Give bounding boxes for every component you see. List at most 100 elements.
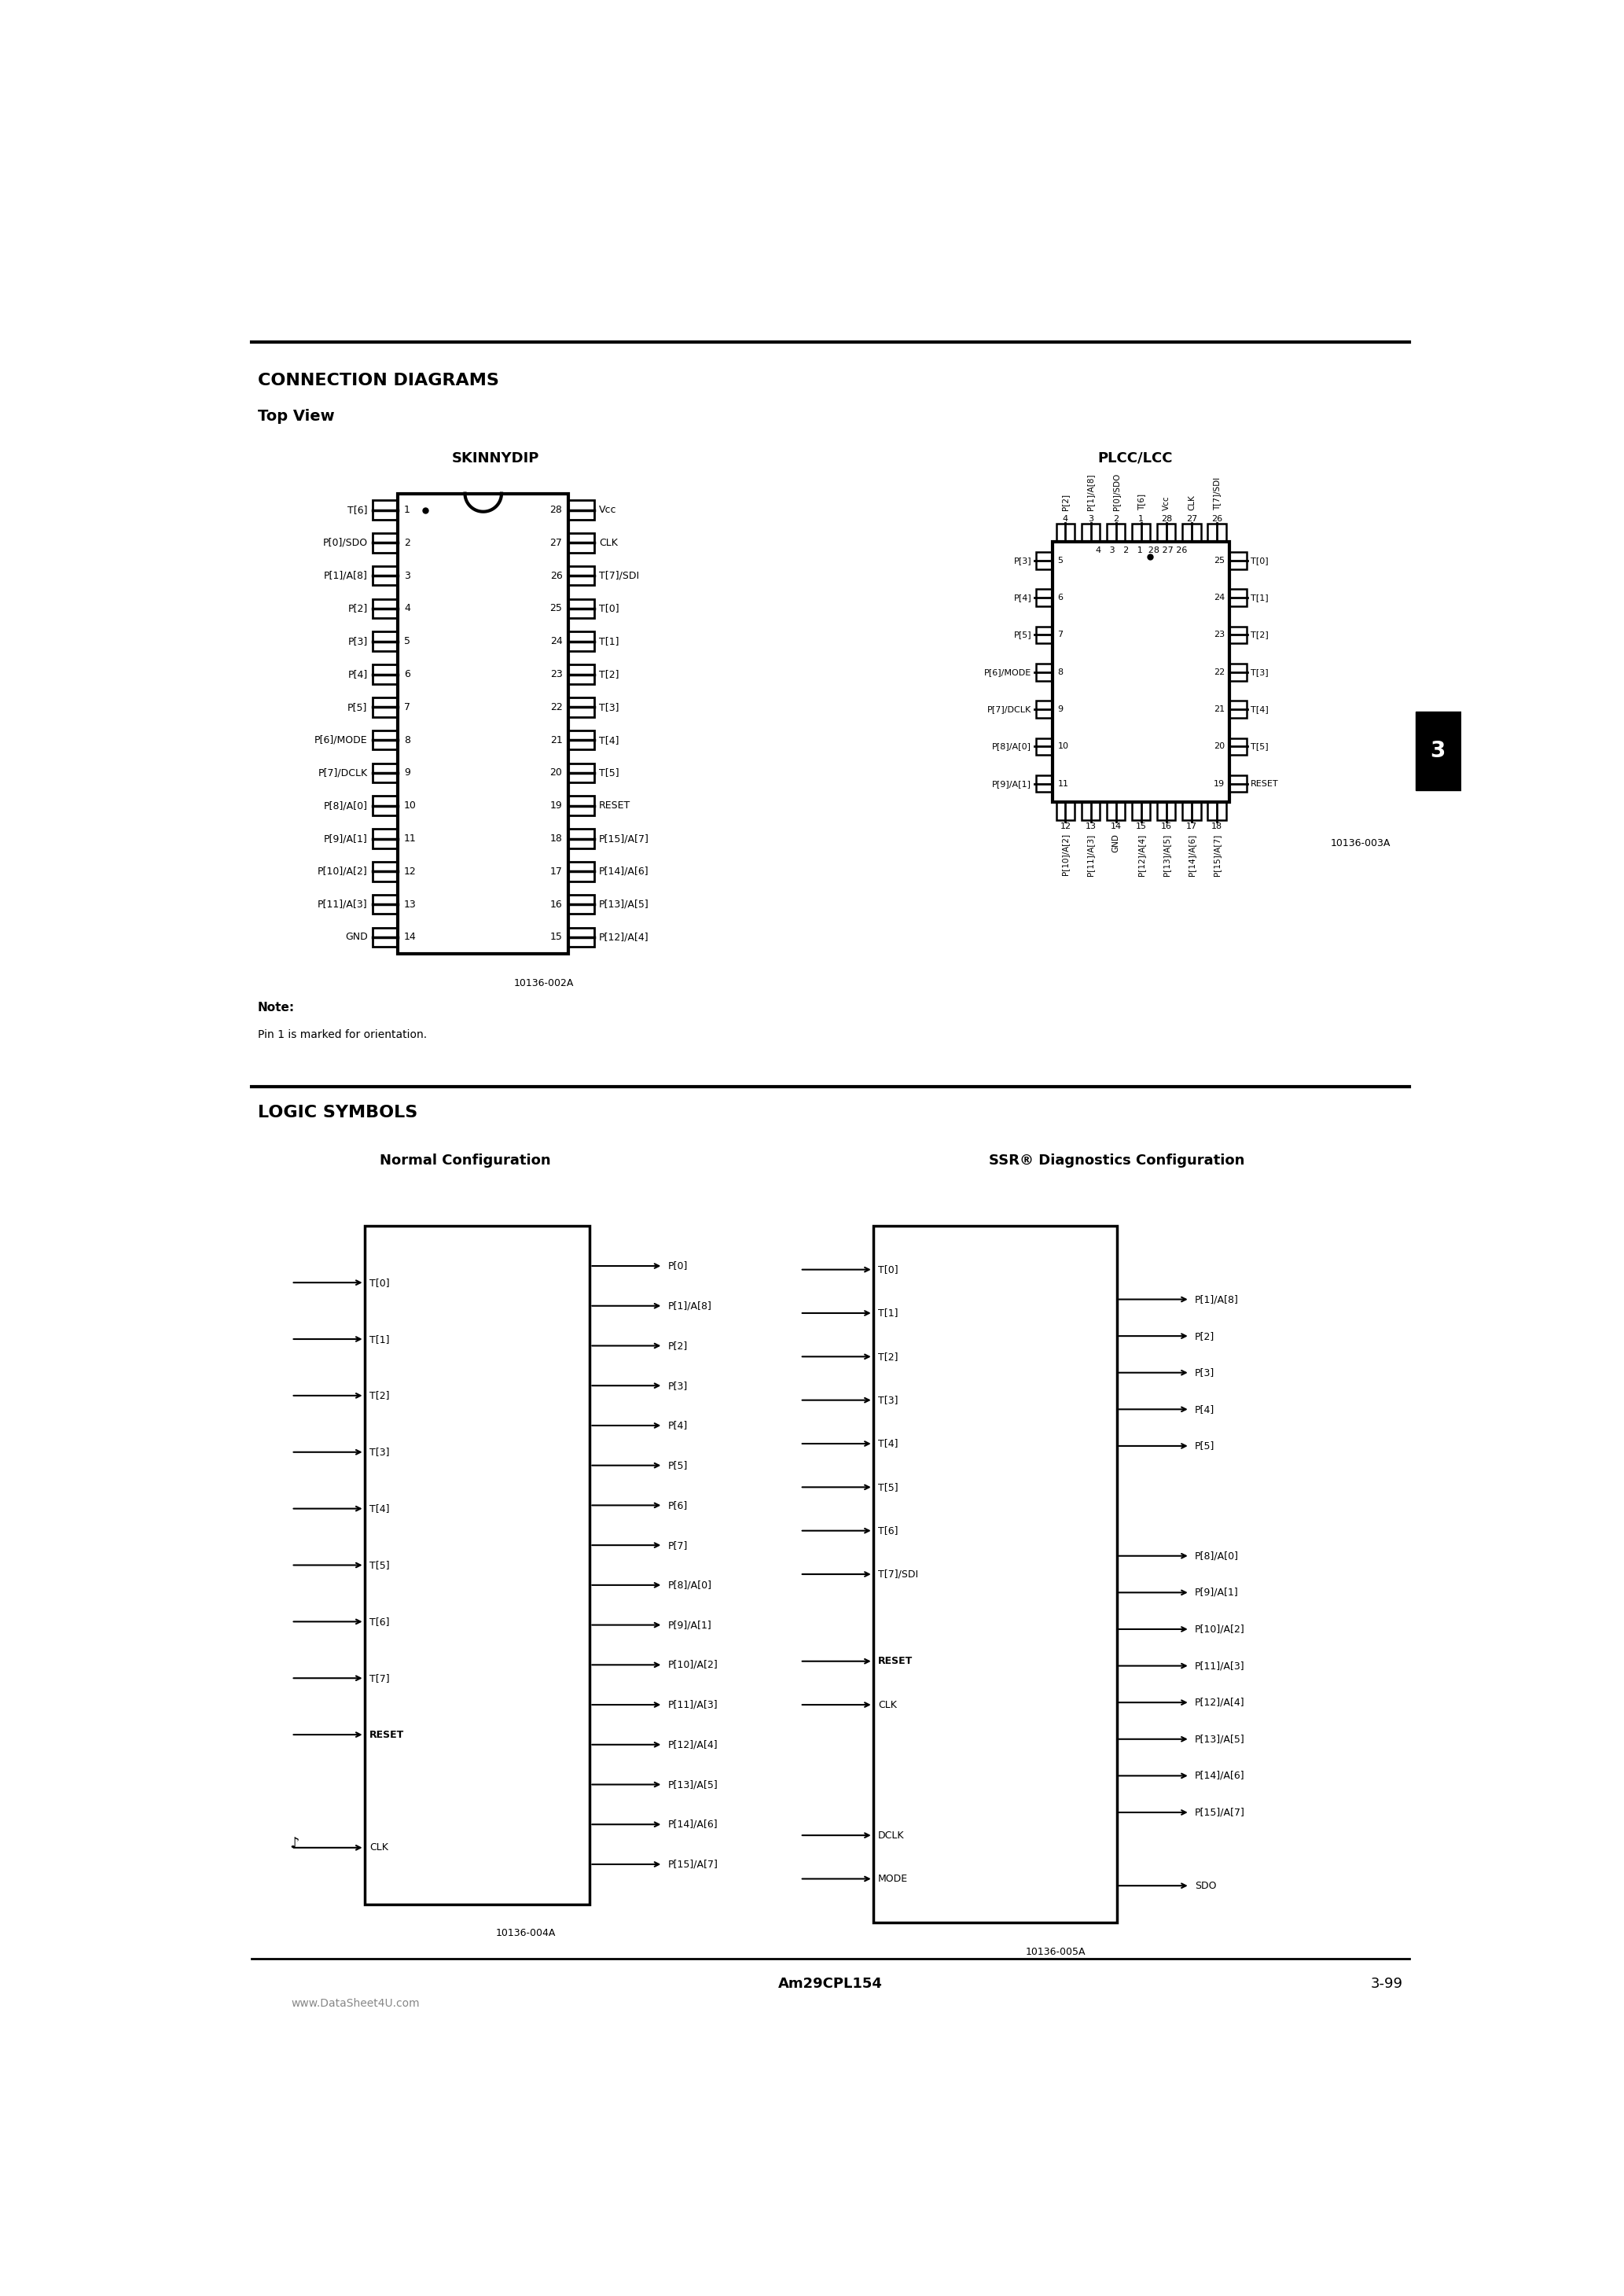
Text: 15: 15 <box>1135 822 1147 831</box>
Text: 5: 5 <box>1057 556 1064 565</box>
Text: P[15]/A[7]: P[15]/A[7] <box>1195 1807 1246 1818</box>
Text: P[5]: P[5] <box>1013 631 1031 638</box>
Text: T[3]: T[3] <box>599 703 619 712</box>
Text: P[9]/A[1]: P[9]/A[1] <box>323 833 367 843</box>
Text: P[14]/A[6]: P[14]/A[6] <box>1195 1770 1244 1782</box>
Text: P[11]/A[3]: P[11]/A[3] <box>667 1699 718 1711</box>
Text: CONNECTION DIAGRAMS: CONNECTION DIAGRAMS <box>258 372 499 388</box>
Bar <box>568 730 594 751</box>
Text: 1: 1 <box>404 505 411 514</box>
Bar <box>568 762 594 783</box>
Bar <box>372 501 398 519</box>
Text: 3: 3 <box>404 569 411 581</box>
Text: P[4]: P[4] <box>1013 595 1031 602</box>
Text: P[13]/A[5]: P[13]/A[5] <box>667 1779 718 1789</box>
Text: 27: 27 <box>1186 514 1197 523</box>
Bar <box>1036 664 1052 680</box>
Bar <box>1036 776 1052 792</box>
Text: 18: 18 <box>551 833 562 843</box>
Text: T[5]: T[5] <box>879 1483 898 1492</box>
Text: T[4]: T[4] <box>599 735 619 746</box>
Text: T[1]: T[1] <box>1250 595 1268 602</box>
Text: T[7]/SDI: T[7]/SDI <box>599 569 640 581</box>
Text: P[7]: P[7] <box>667 1541 687 1550</box>
Bar <box>1132 801 1150 820</box>
Text: T[4]: T[4] <box>369 1504 390 1513</box>
Text: 28: 28 <box>1161 514 1173 523</box>
Text: 12: 12 <box>404 866 416 877</box>
Text: 20: 20 <box>551 767 562 778</box>
Text: 2: 2 <box>1112 514 1119 523</box>
Text: 15: 15 <box>551 932 562 941</box>
Bar <box>372 631 398 652</box>
Text: 10: 10 <box>1057 742 1069 751</box>
Text: Am29CPL154: Am29CPL154 <box>778 1977 883 1991</box>
Text: P[5]: P[5] <box>667 1460 687 1469</box>
Text: 9: 9 <box>1057 705 1064 714</box>
Text: 13: 13 <box>1085 822 1096 831</box>
Text: Vcc: Vcc <box>599 505 617 514</box>
Text: T[2]: T[2] <box>599 668 619 680</box>
Bar <box>568 567 594 585</box>
Bar <box>1229 551 1247 569</box>
Bar <box>568 501 594 519</box>
Text: P[12]/A[4]: P[12]/A[4] <box>1195 1697 1244 1708</box>
Text: Normal Configuration: Normal Configuration <box>380 1153 551 1169</box>
Bar <box>372 762 398 783</box>
Text: 11: 11 <box>1057 781 1069 788</box>
Text: T[5]: T[5] <box>599 767 619 778</box>
Bar <box>364 1226 590 1903</box>
Text: P[10]/A[2]: P[10]/A[2] <box>317 866 367 877</box>
Bar <box>372 895 398 914</box>
Text: 22: 22 <box>1213 668 1224 675</box>
Text: RESET: RESET <box>599 801 630 810</box>
Text: P[3]: P[3] <box>348 636 367 647</box>
Text: P[3]: P[3] <box>667 1380 687 1391</box>
Bar <box>568 895 594 914</box>
Text: T[2]: T[2] <box>369 1391 390 1401</box>
Bar <box>874 1226 1117 1922</box>
Text: 22: 22 <box>551 703 562 712</box>
Text: P[1]/A[8]: P[1]/A[8] <box>323 569 367 581</box>
Text: P[13]/A[5]: P[13]/A[5] <box>1195 1733 1246 1745</box>
Text: T[0]: T[0] <box>879 1265 898 1274</box>
Text: 5: 5 <box>404 636 411 647</box>
Text: 3: 3 <box>1088 514 1093 523</box>
Text: CLK: CLK <box>599 537 617 549</box>
Text: 26: 26 <box>1212 514 1223 523</box>
Bar <box>568 829 594 847</box>
Bar <box>1182 523 1200 542</box>
Text: P[11]/A[3]: P[11]/A[3] <box>317 900 367 909</box>
Text: T[6]: T[6] <box>879 1525 898 1536</box>
Text: T[0]: T[0] <box>369 1277 390 1288</box>
Bar <box>1208 523 1226 542</box>
Text: 28: 28 <box>551 505 562 514</box>
Text: P[14]/A[6]: P[14]/A[6] <box>1187 833 1195 875</box>
Text: T[6]: T[6] <box>369 1616 390 1628</box>
Text: 14: 14 <box>404 932 416 941</box>
Bar <box>568 797 594 815</box>
Text: 3-99: 3-99 <box>1371 1977 1403 1991</box>
Text: 17: 17 <box>1186 822 1197 831</box>
Text: RESET: RESET <box>879 1655 913 1667</box>
Text: P[13]/A[5]: P[13]/A[5] <box>1163 833 1171 875</box>
Text: CLK: CLK <box>879 1699 896 1711</box>
Text: T[5]: T[5] <box>369 1559 390 1570</box>
Text: DCLK: DCLK <box>879 1830 905 1841</box>
Text: P[14]/A[6]: P[14]/A[6] <box>667 1818 718 1830</box>
Text: P[6]: P[6] <box>667 1499 687 1511</box>
Text: P[1]/A[8]: P[1]/A[8] <box>1086 473 1095 510</box>
Text: T[2]: T[2] <box>879 1352 898 1362</box>
Bar <box>568 664 594 684</box>
Text: T[2]: T[2] <box>1250 631 1268 638</box>
Text: P[9]/A[1]: P[9]/A[1] <box>992 781 1031 788</box>
Bar <box>1056 801 1075 820</box>
Bar <box>1036 700 1052 719</box>
Bar <box>1158 523 1176 542</box>
Text: P[8]/A[0]: P[8]/A[0] <box>1195 1550 1239 1561</box>
Text: 4: 4 <box>1062 514 1069 523</box>
Bar <box>1229 737 1247 755</box>
Bar <box>1108 801 1125 820</box>
Text: 27: 27 <box>551 537 562 549</box>
Text: P[10]/A[2]: P[10]/A[2] <box>1195 1623 1246 1635</box>
